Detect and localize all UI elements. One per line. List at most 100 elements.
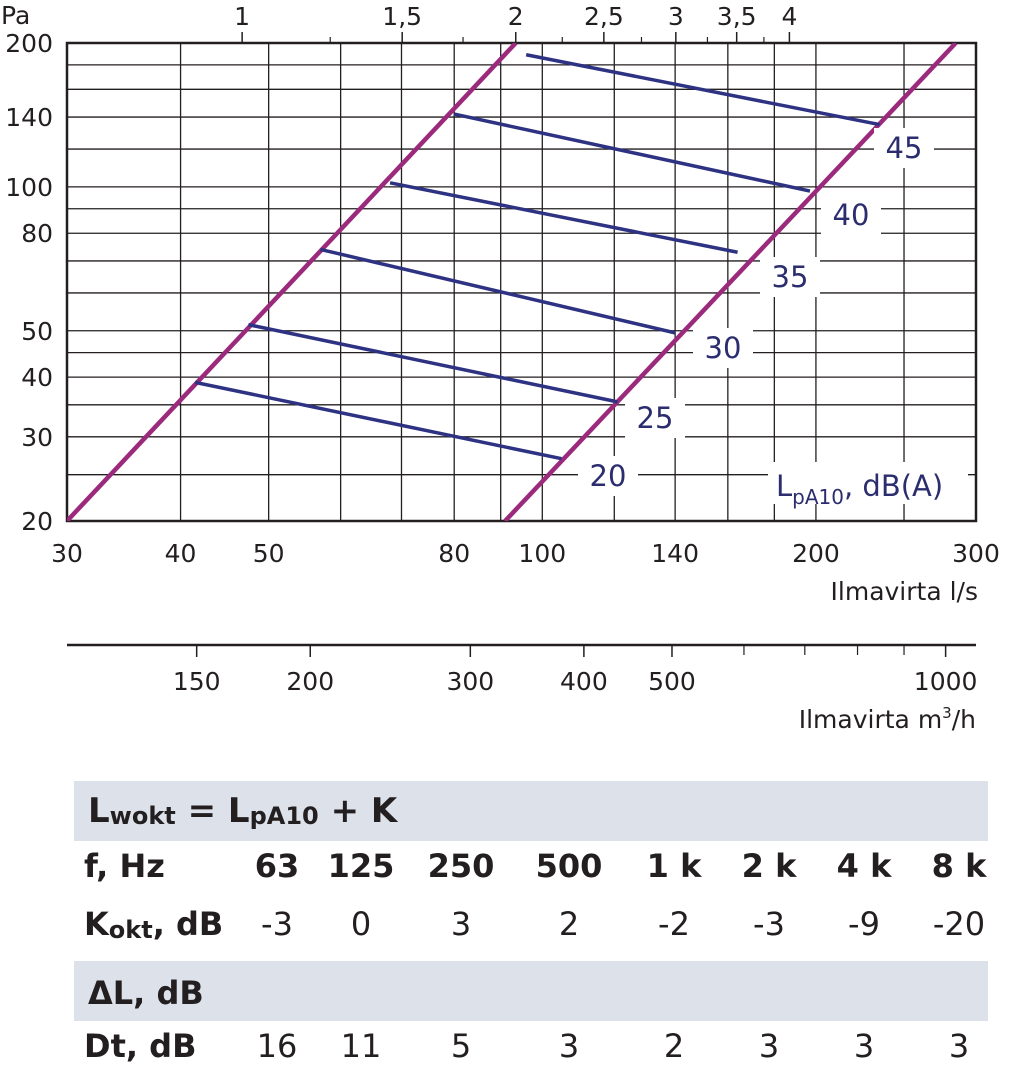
lpa-label-bg <box>768 462 968 504</box>
axes-layer <box>65 32 978 657</box>
formula-text: Lwokt = LpA10 + K <box>74 781 988 846</box>
dt-cell: 3 <box>558 1027 580 1065</box>
m3h-tick-label: 400 <box>560 667 608 696</box>
k-label-sub: okt <box>108 916 153 944</box>
k-cell: 2 <box>558 905 580 943</box>
m3h-axis-label: Ilmavirta m3/h <box>799 704 976 734</box>
m3h-tick-label: 200 <box>286 667 334 696</box>
series-line-45 <box>525 53 880 127</box>
x-tick-label: 80 <box>438 539 470 568</box>
formula-eq: = L <box>175 791 250 831</box>
formula-rest: + K <box>318 791 398 831</box>
series-label-40: 40 <box>833 198 870 232</box>
series-label-45: 45 <box>886 131 923 165</box>
k-row: Kokt, dB -3 0 3 2 -2 -3 -9 -20 <box>74 899 988 957</box>
frequency-cell: 1 k <box>646 847 702 885</box>
frequency-cell: 4 k <box>836 847 892 885</box>
series-line-35 <box>389 181 738 254</box>
series-label-bg <box>760 257 820 297</box>
top-tick-label: 3,5 <box>717 2 757 31</box>
x-tick-label: 50 <box>253 539 285 568</box>
plot-frame <box>65 41 978 523</box>
y-tick-label: 140 <box>5 103 53 132</box>
dt-cell: 3 <box>948 1027 970 1065</box>
y-tick-label: 40 <box>21 363 53 392</box>
series-label-bg <box>693 328 753 368</box>
y-tick-label: 100 <box>5 173 53 202</box>
y-tick-label: 50 <box>21 317 53 346</box>
top-tick-label: 2 <box>508 2 524 31</box>
x-tick-label: 300 <box>952 539 1000 568</box>
lpa-label: LpA10, dB(A) <box>776 469 943 509</box>
x-tick-label: 40 <box>165 539 197 568</box>
frequency-cell: 500 <box>535 847 603 885</box>
m3h-tick-label: 300 <box>446 667 494 696</box>
top-tick-label: 1 <box>234 2 250 31</box>
y-tick-label: 30 <box>21 423 53 452</box>
series-line-20 <box>194 380 562 461</box>
x-axis-label: Ilmavirta l/s <box>831 577 978 606</box>
k-cell: 3 <box>450 905 472 943</box>
frequency-cell: 63 <box>254 847 300 885</box>
y-tick-label: 20 <box>21 507 53 536</box>
k-label-main: K <box>84 905 109 943</box>
formula-sub1: wokt <box>109 802 176 830</box>
k-cell: 0 <box>350 905 372 943</box>
dt-cell: 5 <box>450 1027 472 1065</box>
series-label-bg <box>578 456 638 496</box>
formula-l1: L <box>88 791 110 831</box>
dt-cell: 2 <box>663 1027 685 1065</box>
x-tick-label: 200 <box>792 539 840 568</box>
frequency-row: f, Hz 63 125 250 500 1 k 2 k 4 k 8 k <box>74 841 988 899</box>
frequency-cell: 2 k <box>741 847 797 885</box>
k-cell: -20 <box>932 905 986 943</box>
y-tick-label: 80 <box>21 219 53 248</box>
frequency-cell: 8 k <box>931 847 987 885</box>
boundary-line <box>67 43 518 521</box>
y-tick-label: 200 <box>5 29 53 58</box>
top-tick-label: 3 <box>668 2 684 31</box>
series-label-20: 20 <box>590 459 627 493</box>
k-label: Kokt, dB <box>84 905 223 944</box>
x-tick-label: 140 <box>651 539 699 568</box>
frequency-label: f, Hz <box>84 847 165 885</box>
sound-table: Lwokt = LpA10 + K f, Hz 63 125 250 500 1… <box>74 781 988 1079</box>
k-label-suffix: , dB <box>152 905 224 943</box>
lines-layer <box>67 43 958 521</box>
m3h-tick-label: 1000 <box>914 667 978 696</box>
x-tick-label: 100 <box>518 539 566 568</box>
top-tick-label: 2,5 <box>584 2 624 31</box>
top-tick-label: 4 <box>781 2 797 31</box>
series-label-25: 25 <box>637 401 674 435</box>
top-tick-label: 1,5 <box>382 2 422 31</box>
dt-label: Dt, dB <box>84 1027 197 1065</box>
series-line-30 <box>319 247 676 335</box>
formula-band: Lwokt = LpA10 + K <box>74 781 988 841</box>
series-line-40 <box>453 112 811 193</box>
series-label-bg <box>821 195 881 235</box>
series-label-35: 35 <box>772 260 809 294</box>
m3h-tick-label: 150 <box>173 667 221 696</box>
series-line-25 <box>248 322 618 404</box>
k-cell: -2 <box>658 905 690 943</box>
dt-cell: 3 <box>758 1027 780 1065</box>
dt-cell: 11 <box>340 1027 382 1065</box>
dt-cell: 16 <box>256 1027 298 1065</box>
frequency-cell: 125 <box>327 847 395 885</box>
series-label-bg <box>874 128 934 168</box>
x-tick-label: 30 <box>51 539 83 568</box>
dt-row: Dt, dB 16 11 5 3 2 3 3 3 <box>74 1021 988 1079</box>
m3h-tick-label: 500 <box>648 667 696 696</box>
k-cell: -3 <box>753 905 785 943</box>
boundary-line <box>503 43 958 521</box>
k-cell: -9 <box>848 905 880 943</box>
frequency-cell: 250 <box>427 847 495 885</box>
y-axis-label: Pa <box>1 1 30 30</box>
delta-label: ΔL, dB <box>88 974 204 1012</box>
series-label-30: 30 <box>705 331 742 365</box>
formula-sub2: pA10 <box>249 802 319 830</box>
delta-band: ΔL, dB <box>74 961 988 1021</box>
series-label-bg <box>625 398 685 438</box>
